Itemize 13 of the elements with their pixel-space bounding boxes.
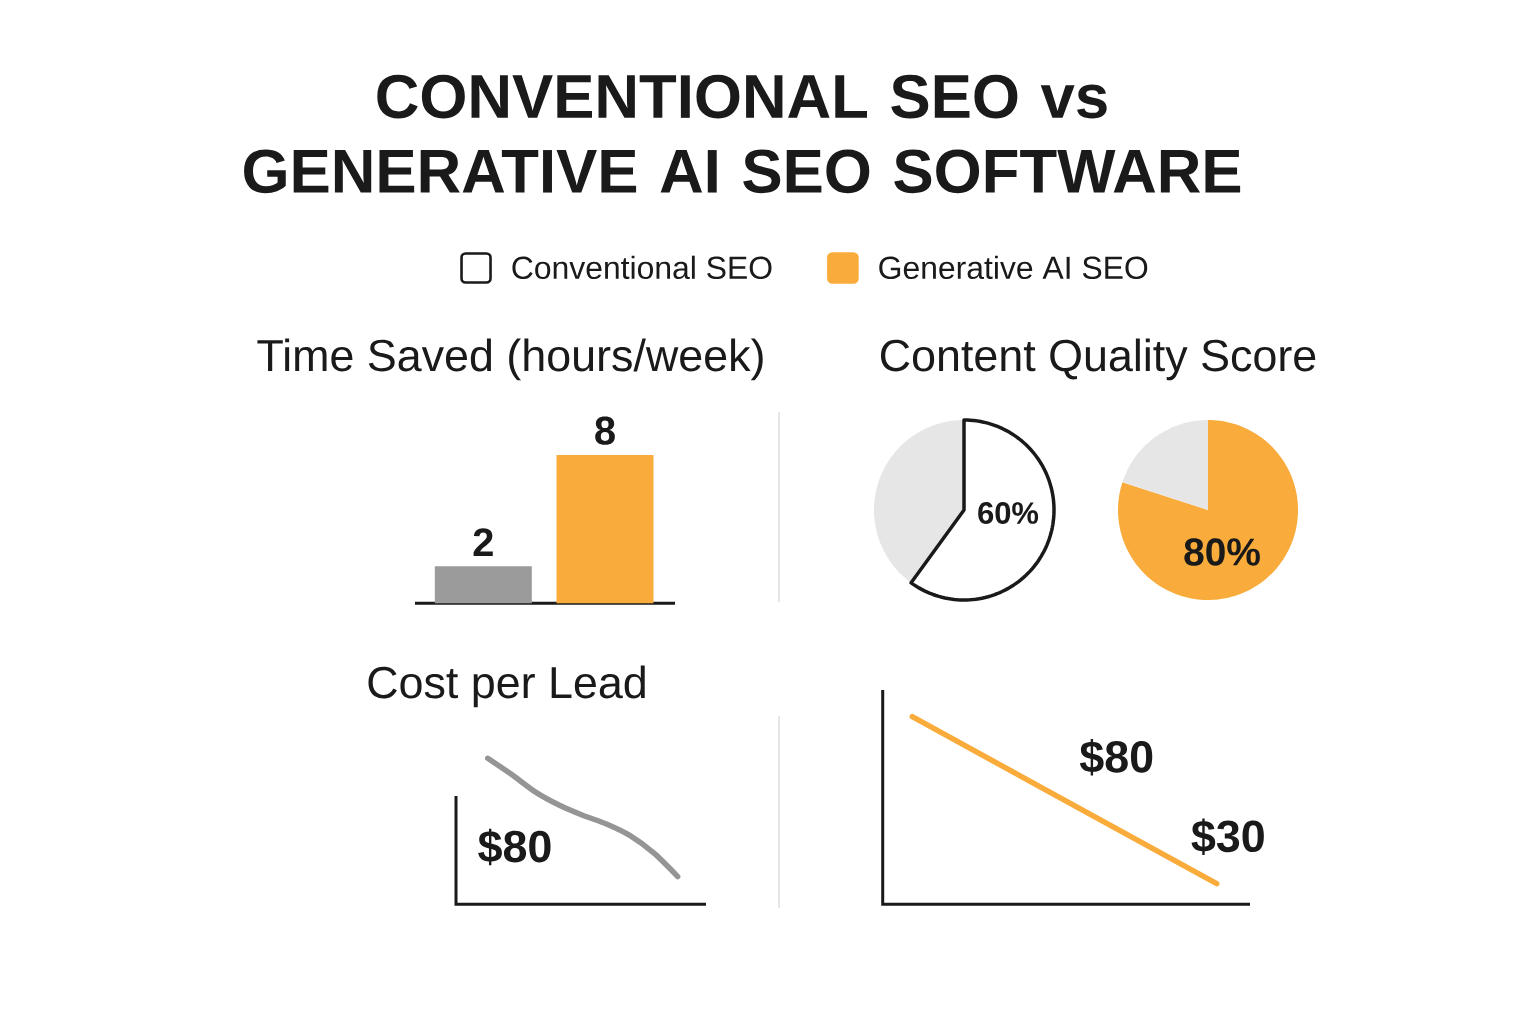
data-label: 2 (473, 528, 493, 557)
data-label: 80% (1184, 538, 1260, 566)
annotation: $80 (478, 828, 551, 866)
data-label: 8 (595, 416, 615, 445)
data-label: 60% (978, 502, 1039, 524)
chart-title: Content Quality Score (880, 338, 1316, 381)
text: CONVENTIONAL SEO vs GENERATIVE AI SEO SOFTWARE (244, 74, 1241, 194)
annotation: $30 (1191, 818, 1264, 856)
legend-label: Generative AI SEO (879, 255, 1148, 280)
legend-label: Conventional SEO (512, 255, 772, 280)
chart-title: Time Saved (hours/week) (257, 338, 763, 381)
chart-title: Cost per Lead (368, 665, 645, 708)
annotation: $80 (1079, 739, 1153, 776)
